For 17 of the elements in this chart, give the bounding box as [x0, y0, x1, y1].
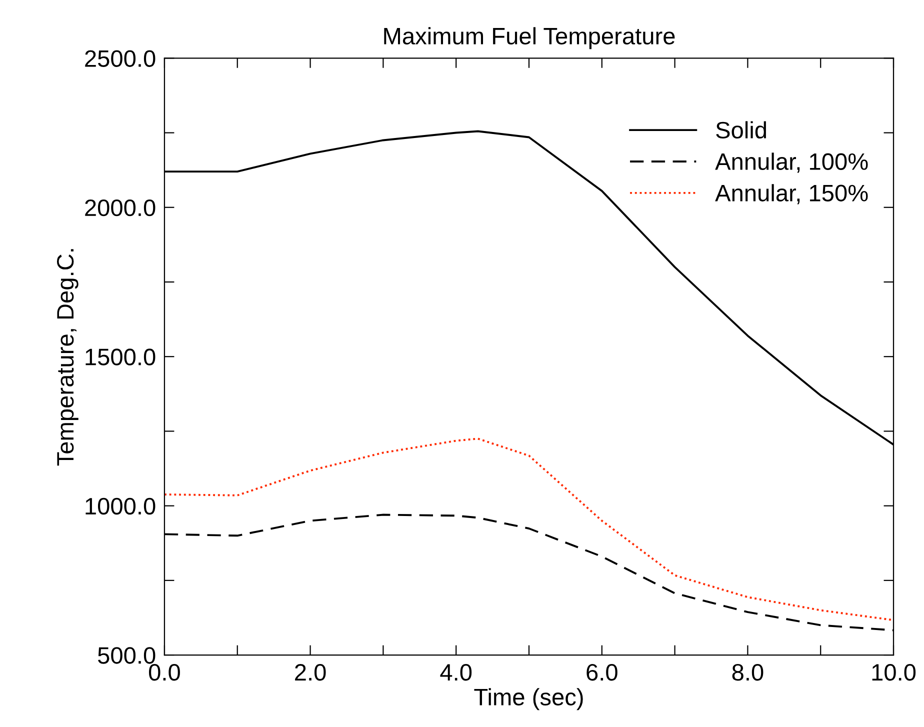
y-tick-label: 2500.0	[85, 50, 156, 67]
x-axis-title: Time (sec)	[474, 688, 583, 710]
x-tick-label: 6.0	[586, 664, 618, 681]
x-tick-label: 10.0	[872, 664, 916, 681]
legend-label: Solid	[716, 121, 766, 139]
legend-label: Annular, 100%	[715, 152, 868, 173]
y-axis-title: Temperature, Deg.C.	[56, 249, 78, 466]
y-tick-label: 500.0	[98, 647, 156, 664]
legend-label: Annular, 150%	[715, 184, 868, 204]
y-tick-label: 2000.0	[85, 199, 156, 216]
x-tick-label: 4.0	[440, 664, 472, 681]
chart-title: Maximum Fuel Temperature	[384, 27, 675, 50]
x-tick-label: 2.0	[295, 664, 326, 681]
y-tick-label: 1500.0	[86, 348, 156, 366]
x-tick-label: 0.0	[148, 664, 180, 681]
y-tick-label: 1000.0	[86, 498, 156, 515]
x-tick-label: 8.0	[732, 664, 764, 681]
